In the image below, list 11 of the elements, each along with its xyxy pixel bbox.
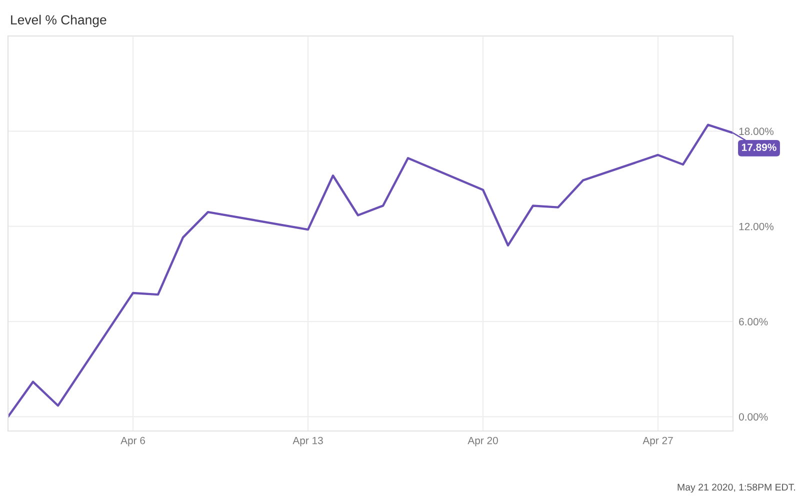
y-tick-label: 0.00% xyxy=(738,413,768,421)
y-tick-label: 12.00% xyxy=(739,222,774,230)
y-tick-label: 18.00% xyxy=(739,128,774,136)
x-tick-label: Apr 20 xyxy=(468,436,498,446)
y-tick-label: 6.00% xyxy=(739,318,768,326)
annotation: 17.89% xyxy=(742,144,776,151)
x-tick-label: Apr 13 xyxy=(292,436,323,446)
x-tick-label: Apr 27 xyxy=(642,436,673,446)
chart-title: Level % Change xyxy=(11,14,106,28)
x-tick-label: Apr 6 xyxy=(120,436,145,446)
text: May 21 2020, 1:58PM EDT. xyxy=(678,484,795,493)
